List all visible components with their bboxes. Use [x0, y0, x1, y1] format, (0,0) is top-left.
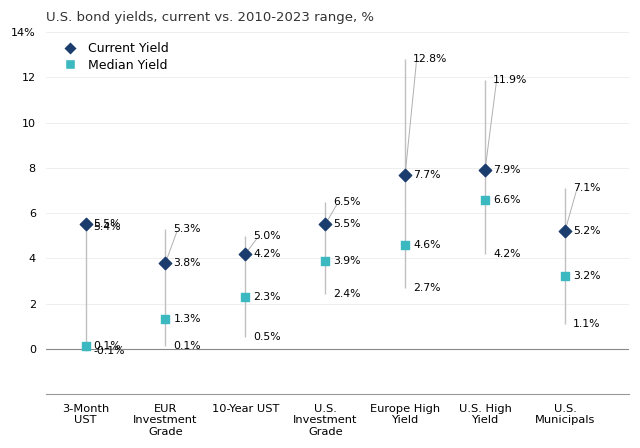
Text: 1.3%: 1.3%: [173, 314, 201, 324]
Text: 4.6%: 4.6%: [413, 240, 441, 250]
Text: 12.8%: 12.8%: [413, 54, 447, 65]
Text: 3.2%: 3.2%: [573, 271, 600, 281]
Text: 11.9%: 11.9%: [493, 75, 527, 85]
Point: [240, 293, 250, 300]
Point: [400, 241, 410, 248]
Point: [320, 221, 330, 228]
Text: 7.9%: 7.9%: [493, 165, 520, 175]
Text: -0.1%: -0.1%: [93, 346, 125, 356]
Point: [161, 316, 171, 323]
Text: 5.5%: 5.5%: [333, 220, 361, 229]
Text: U.S. bond yields, current vs. 2010-2023 range, %: U.S. bond yields, current vs. 2010-2023 …: [45, 11, 374, 24]
Text: 2.3%: 2.3%: [253, 292, 281, 302]
Point: [560, 273, 570, 280]
Text: 5.0%: 5.0%: [253, 231, 281, 241]
Text: 5.4%: 5.4%: [93, 222, 121, 232]
Text: 7.7%: 7.7%: [413, 170, 441, 180]
Text: 4.2%: 4.2%: [493, 249, 520, 259]
Text: 0.5%: 0.5%: [253, 332, 281, 342]
Point: [560, 228, 570, 235]
Point: [81, 221, 91, 228]
Text: 0.1%: 0.1%: [93, 341, 121, 352]
Point: [81, 343, 91, 350]
Text: 5.5%: 5.5%: [93, 220, 121, 229]
Text: 3.9%: 3.9%: [333, 255, 361, 266]
Point: [400, 171, 410, 178]
Text: 2.7%: 2.7%: [413, 283, 441, 293]
Text: 3.8%: 3.8%: [173, 258, 201, 268]
Text: 5.3%: 5.3%: [173, 224, 201, 234]
Point: [480, 167, 490, 174]
Point: [320, 257, 330, 264]
Point: [240, 250, 250, 257]
Text: 6.5%: 6.5%: [333, 197, 361, 207]
Point: [161, 259, 171, 267]
Legend: Current Yield, Median Yield: Current Yield, Median Yield: [58, 42, 168, 72]
Text: 7.1%: 7.1%: [573, 183, 600, 193]
Text: 2.4%: 2.4%: [333, 289, 361, 299]
Text: 1.1%: 1.1%: [573, 319, 600, 329]
Text: 0.1%: 0.1%: [173, 341, 201, 352]
Text: 4.2%: 4.2%: [253, 249, 281, 259]
Point: [480, 196, 490, 203]
Text: 5.2%: 5.2%: [573, 226, 600, 236]
Text: 6.6%: 6.6%: [493, 194, 520, 205]
